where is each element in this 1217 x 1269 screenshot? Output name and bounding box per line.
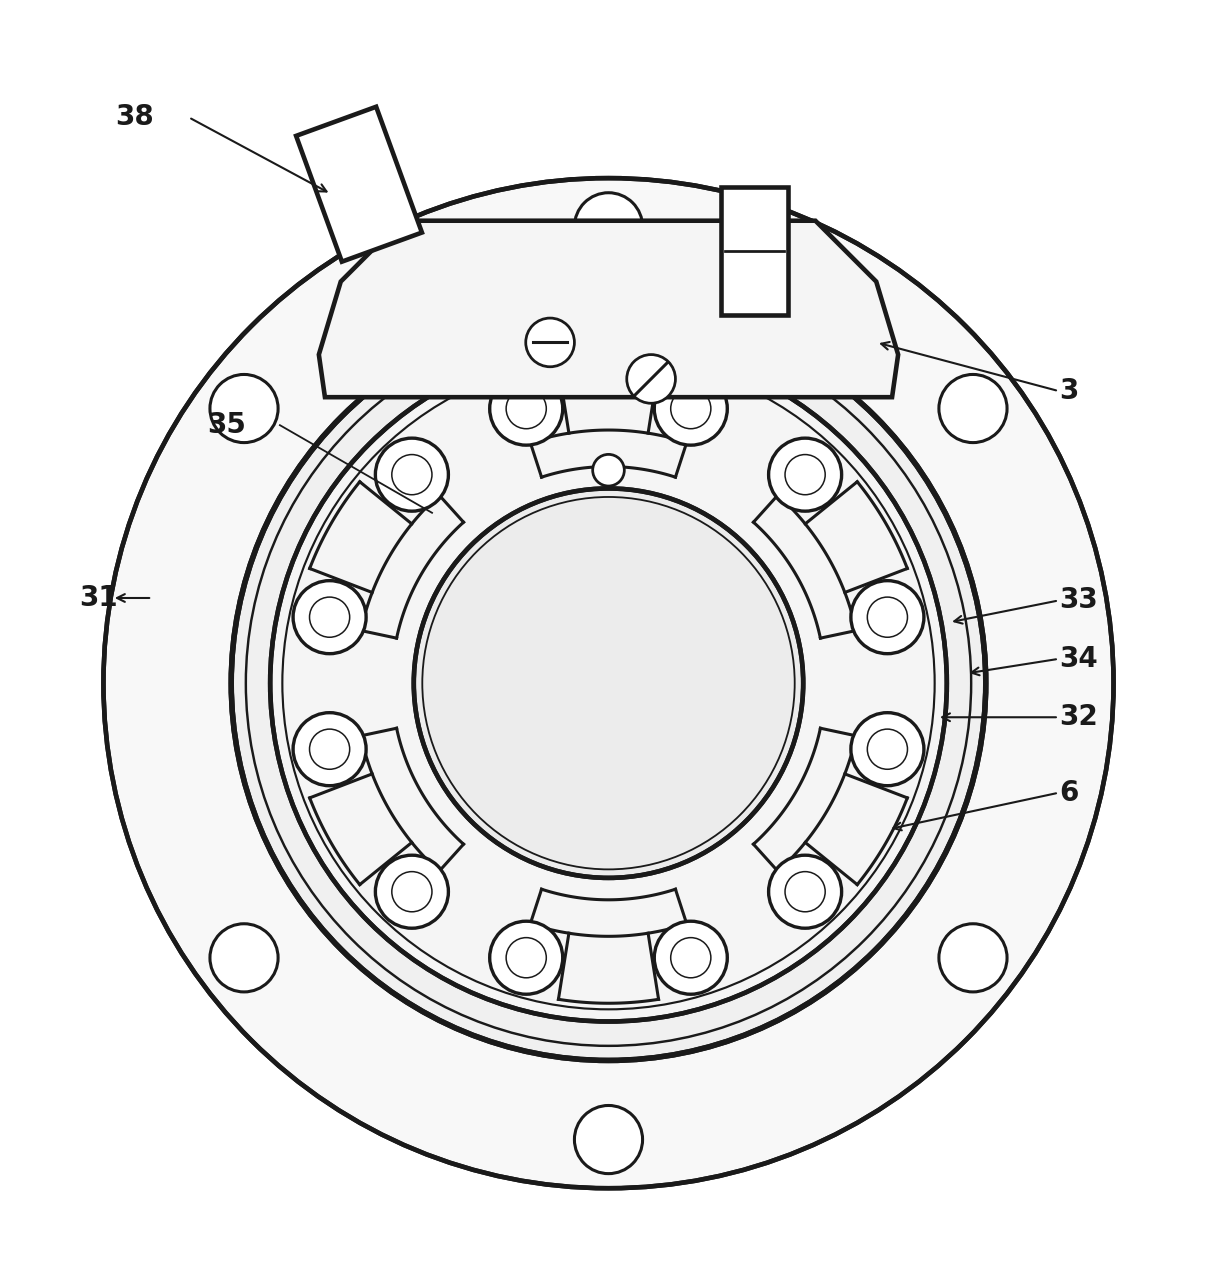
Text: 35: 35: [207, 411, 246, 439]
Circle shape: [489, 921, 562, 994]
Circle shape: [375, 855, 448, 928]
Circle shape: [293, 713, 366, 786]
Text: 33: 33: [1059, 586, 1098, 614]
Text: 31: 31: [79, 584, 118, 612]
Circle shape: [655, 372, 728, 445]
Circle shape: [211, 374, 279, 443]
Circle shape: [574, 193, 643, 261]
Polygon shape: [720, 188, 789, 315]
Polygon shape: [319, 221, 898, 397]
Circle shape: [593, 454, 624, 486]
Circle shape: [627, 354, 675, 404]
Circle shape: [938, 374, 1006, 443]
Circle shape: [231, 306, 986, 1061]
Circle shape: [851, 713, 924, 786]
Circle shape: [375, 438, 448, 511]
Circle shape: [414, 489, 803, 878]
Polygon shape: [296, 107, 422, 261]
Circle shape: [574, 1105, 643, 1174]
Text: 38: 38: [116, 103, 155, 131]
Circle shape: [103, 178, 1114, 1188]
Circle shape: [769, 438, 842, 511]
Circle shape: [270, 345, 947, 1022]
Circle shape: [938, 924, 1006, 992]
Circle shape: [293, 581, 366, 654]
Text: 34: 34: [1059, 645, 1098, 673]
Text: 6: 6: [1059, 779, 1078, 807]
Circle shape: [211, 924, 279, 992]
Circle shape: [489, 372, 562, 445]
Circle shape: [769, 855, 842, 928]
Circle shape: [526, 319, 574, 367]
Circle shape: [655, 921, 728, 994]
Text: 3: 3: [1059, 377, 1078, 405]
Circle shape: [851, 581, 924, 654]
Text: 32: 32: [1059, 703, 1098, 731]
